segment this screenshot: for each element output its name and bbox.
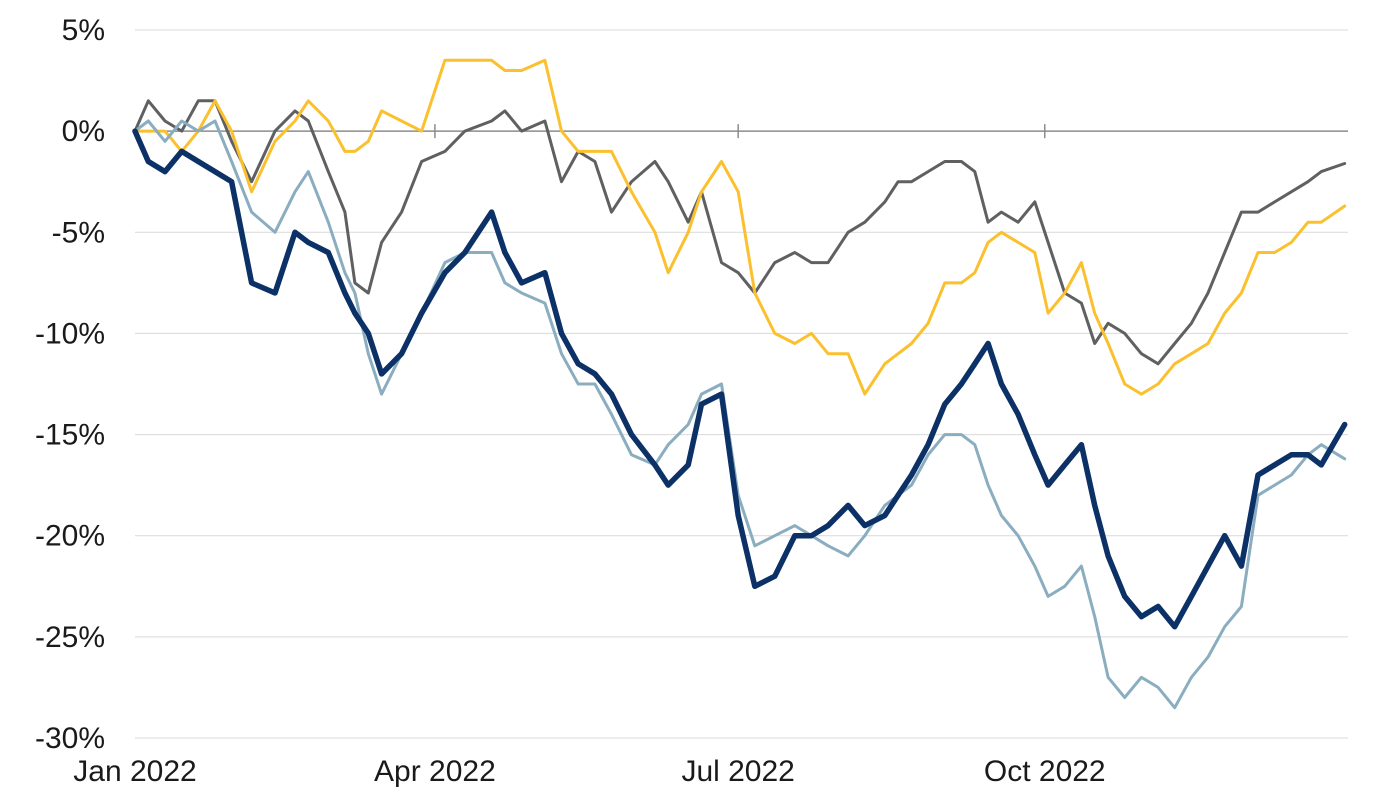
- x-tick-label: Apr 2022: [374, 755, 496, 788]
- series-line-4: [132, 128, 1348, 630]
- y-tick-label: -30%: [35, 722, 105, 755]
- tick-labels: 5% 0% -5% -10% -15% -20% -25% -30%Jan 2022 Apr 2…: [35, 14, 1106, 788]
- axes: [135, 124, 1348, 139]
- y-tick-label: 0%: [62, 115, 105, 148]
- x-tick-label: Jul 2022: [681, 755, 794, 788]
- gridlines: [135, 29, 1348, 739]
- series-lines: [132, 58, 1348, 710]
- x-tick-label: Oct 2022: [984, 755, 1106, 788]
- series-line-1: [133, 99, 1347, 366]
- y-tick-label: -25%: [35, 621, 105, 654]
- y-tick-label: -5%: [52, 216, 105, 249]
- y-tick-label: 5%: [62, 14, 105, 47]
- series-line-2: [133, 58, 1347, 396]
- y-tick-label: -15%: [35, 419, 105, 452]
- y-tick-label: -10%: [35, 317, 105, 350]
- x-tick-label: Jan 2022: [73, 755, 196, 788]
- y-tick-label: -20%: [35, 520, 105, 553]
- series-line-3: [133, 119, 1347, 710]
